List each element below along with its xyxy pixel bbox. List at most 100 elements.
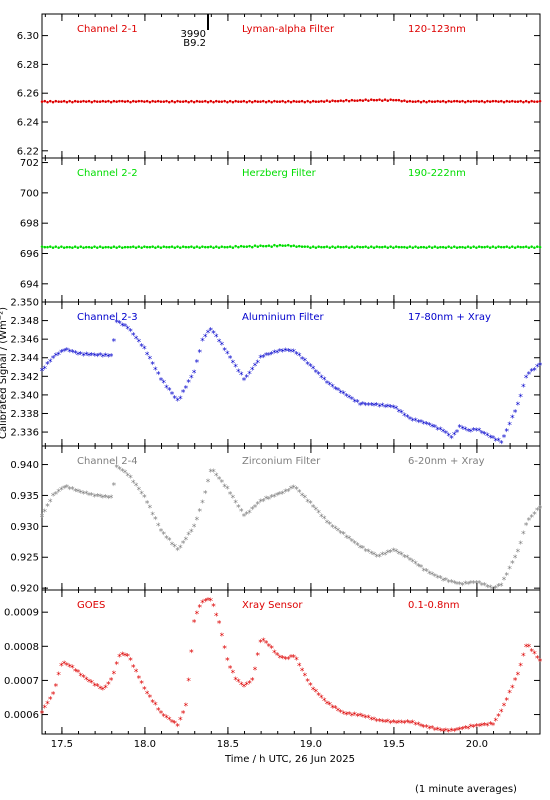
data-point: • <box>344 243 349 253</box>
data-point: * <box>344 534 349 544</box>
data-point: • <box>341 98 346 108</box>
data-point: • <box>341 243 346 253</box>
data-point: * <box>408 556 413 566</box>
data-point: • <box>86 97 91 107</box>
data-point: * <box>62 348 67 358</box>
data-point: • <box>465 97 470 107</box>
data-point: * <box>424 568 429 578</box>
data-point: • <box>454 244 459 254</box>
data-point: • <box>402 97 407 107</box>
data-point: * <box>529 648 534 658</box>
data-point: * <box>103 684 108 694</box>
data-point: • <box>313 244 318 254</box>
data-point: • <box>283 242 288 252</box>
y-tick-label: 6.24 <box>17 118 39 129</box>
data-point: * <box>308 682 313 692</box>
data-point: * <box>446 728 451 738</box>
data-point: • <box>50 244 55 254</box>
data-point: * <box>150 698 155 708</box>
y-tick-label: 0.935 <box>10 491 39 502</box>
data-point: * <box>200 599 205 609</box>
data-point: * <box>419 564 424 574</box>
data-point: * <box>173 543 178 553</box>
data-point: * <box>386 718 391 728</box>
data-point: * <box>126 472 131 482</box>
data-point: • <box>427 243 432 253</box>
data-point: • <box>327 98 332 108</box>
data-point: * <box>73 350 78 360</box>
data-point: • <box>67 243 72 253</box>
data-point: • <box>147 244 152 254</box>
data-point: • <box>407 97 412 107</box>
data-point: * <box>438 426 443 436</box>
data-point: * <box>214 333 219 343</box>
data-point: * <box>460 425 465 435</box>
data-point: • <box>485 97 490 107</box>
data-point: * <box>499 582 504 592</box>
data-point: * <box>358 544 363 554</box>
panel-2: 694 696 698 700 702 Channel 2-2 Herzberg Filte… <box>20 157 543 303</box>
data-point: * <box>435 426 440 436</box>
data-point: • <box>349 97 354 107</box>
data-point: • <box>167 98 172 108</box>
data-point: * <box>441 428 446 438</box>
data-point: * <box>369 716 374 726</box>
data-point: * <box>325 519 330 529</box>
data-point: • <box>452 98 457 108</box>
data-point: * <box>444 430 449 440</box>
data-point: • <box>125 243 130 253</box>
data-point: * <box>402 554 407 564</box>
data-point: * <box>90 679 95 689</box>
data-point: • <box>526 98 531 108</box>
y-tick-label: 0.0009 <box>4 608 39 619</box>
data-point: * <box>178 716 183 726</box>
data-point: • <box>416 98 421 108</box>
y-tick-label: 2.348 <box>10 316 39 327</box>
data-point: * <box>316 509 321 519</box>
data-point: * <box>62 660 67 670</box>
data-point: • <box>100 244 105 254</box>
data-point: * <box>123 652 128 662</box>
band-label: 120-123nm <box>408 24 466 35</box>
data-point: • <box>106 243 111 253</box>
data-point: • <box>496 243 501 253</box>
data-point: * <box>363 547 368 557</box>
y-tick-label: 694 <box>20 279 39 290</box>
data-point: • <box>346 244 351 254</box>
data-point: * <box>513 677 518 687</box>
data-point: * <box>458 424 463 434</box>
data-point: • <box>200 98 205 108</box>
data-point: * <box>505 571 510 581</box>
y-tick-label: 2.342 <box>10 372 39 383</box>
data-point: • <box>178 98 183 108</box>
data-point: * <box>267 642 272 652</box>
data-point: * <box>352 398 357 408</box>
data-point: * <box>181 389 186 399</box>
data-point: • <box>280 97 285 107</box>
data-point: * <box>325 379 330 389</box>
data-point: • <box>183 97 188 107</box>
data-point: * <box>203 598 208 608</box>
data-point: * <box>197 508 202 518</box>
data-point: * <box>242 513 247 523</box>
data-point: * <box>272 493 277 503</box>
data-point: * <box>56 671 61 681</box>
data-point: * <box>286 348 291 358</box>
data-point: * <box>441 728 446 738</box>
data-point: • <box>266 97 271 107</box>
data-point: * <box>352 539 357 549</box>
data-point: * <box>81 352 86 362</box>
data-point: • <box>205 98 210 108</box>
data-point: * <box>532 366 537 376</box>
data-point: • <box>117 98 122 108</box>
data-point: • <box>499 97 504 107</box>
data-point: • <box>147 98 152 108</box>
data-point: * <box>137 338 142 348</box>
data-point: * <box>120 322 125 332</box>
data-point: * <box>482 721 487 731</box>
data-point: * <box>48 498 53 508</box>
data-point: * <box>70 486 75 496</box>
data-point: * <box>45 502 50 512</box>
data-point: • <box>211 244 216 254</box>
data-point: * <box>527 643 532 653</box>
